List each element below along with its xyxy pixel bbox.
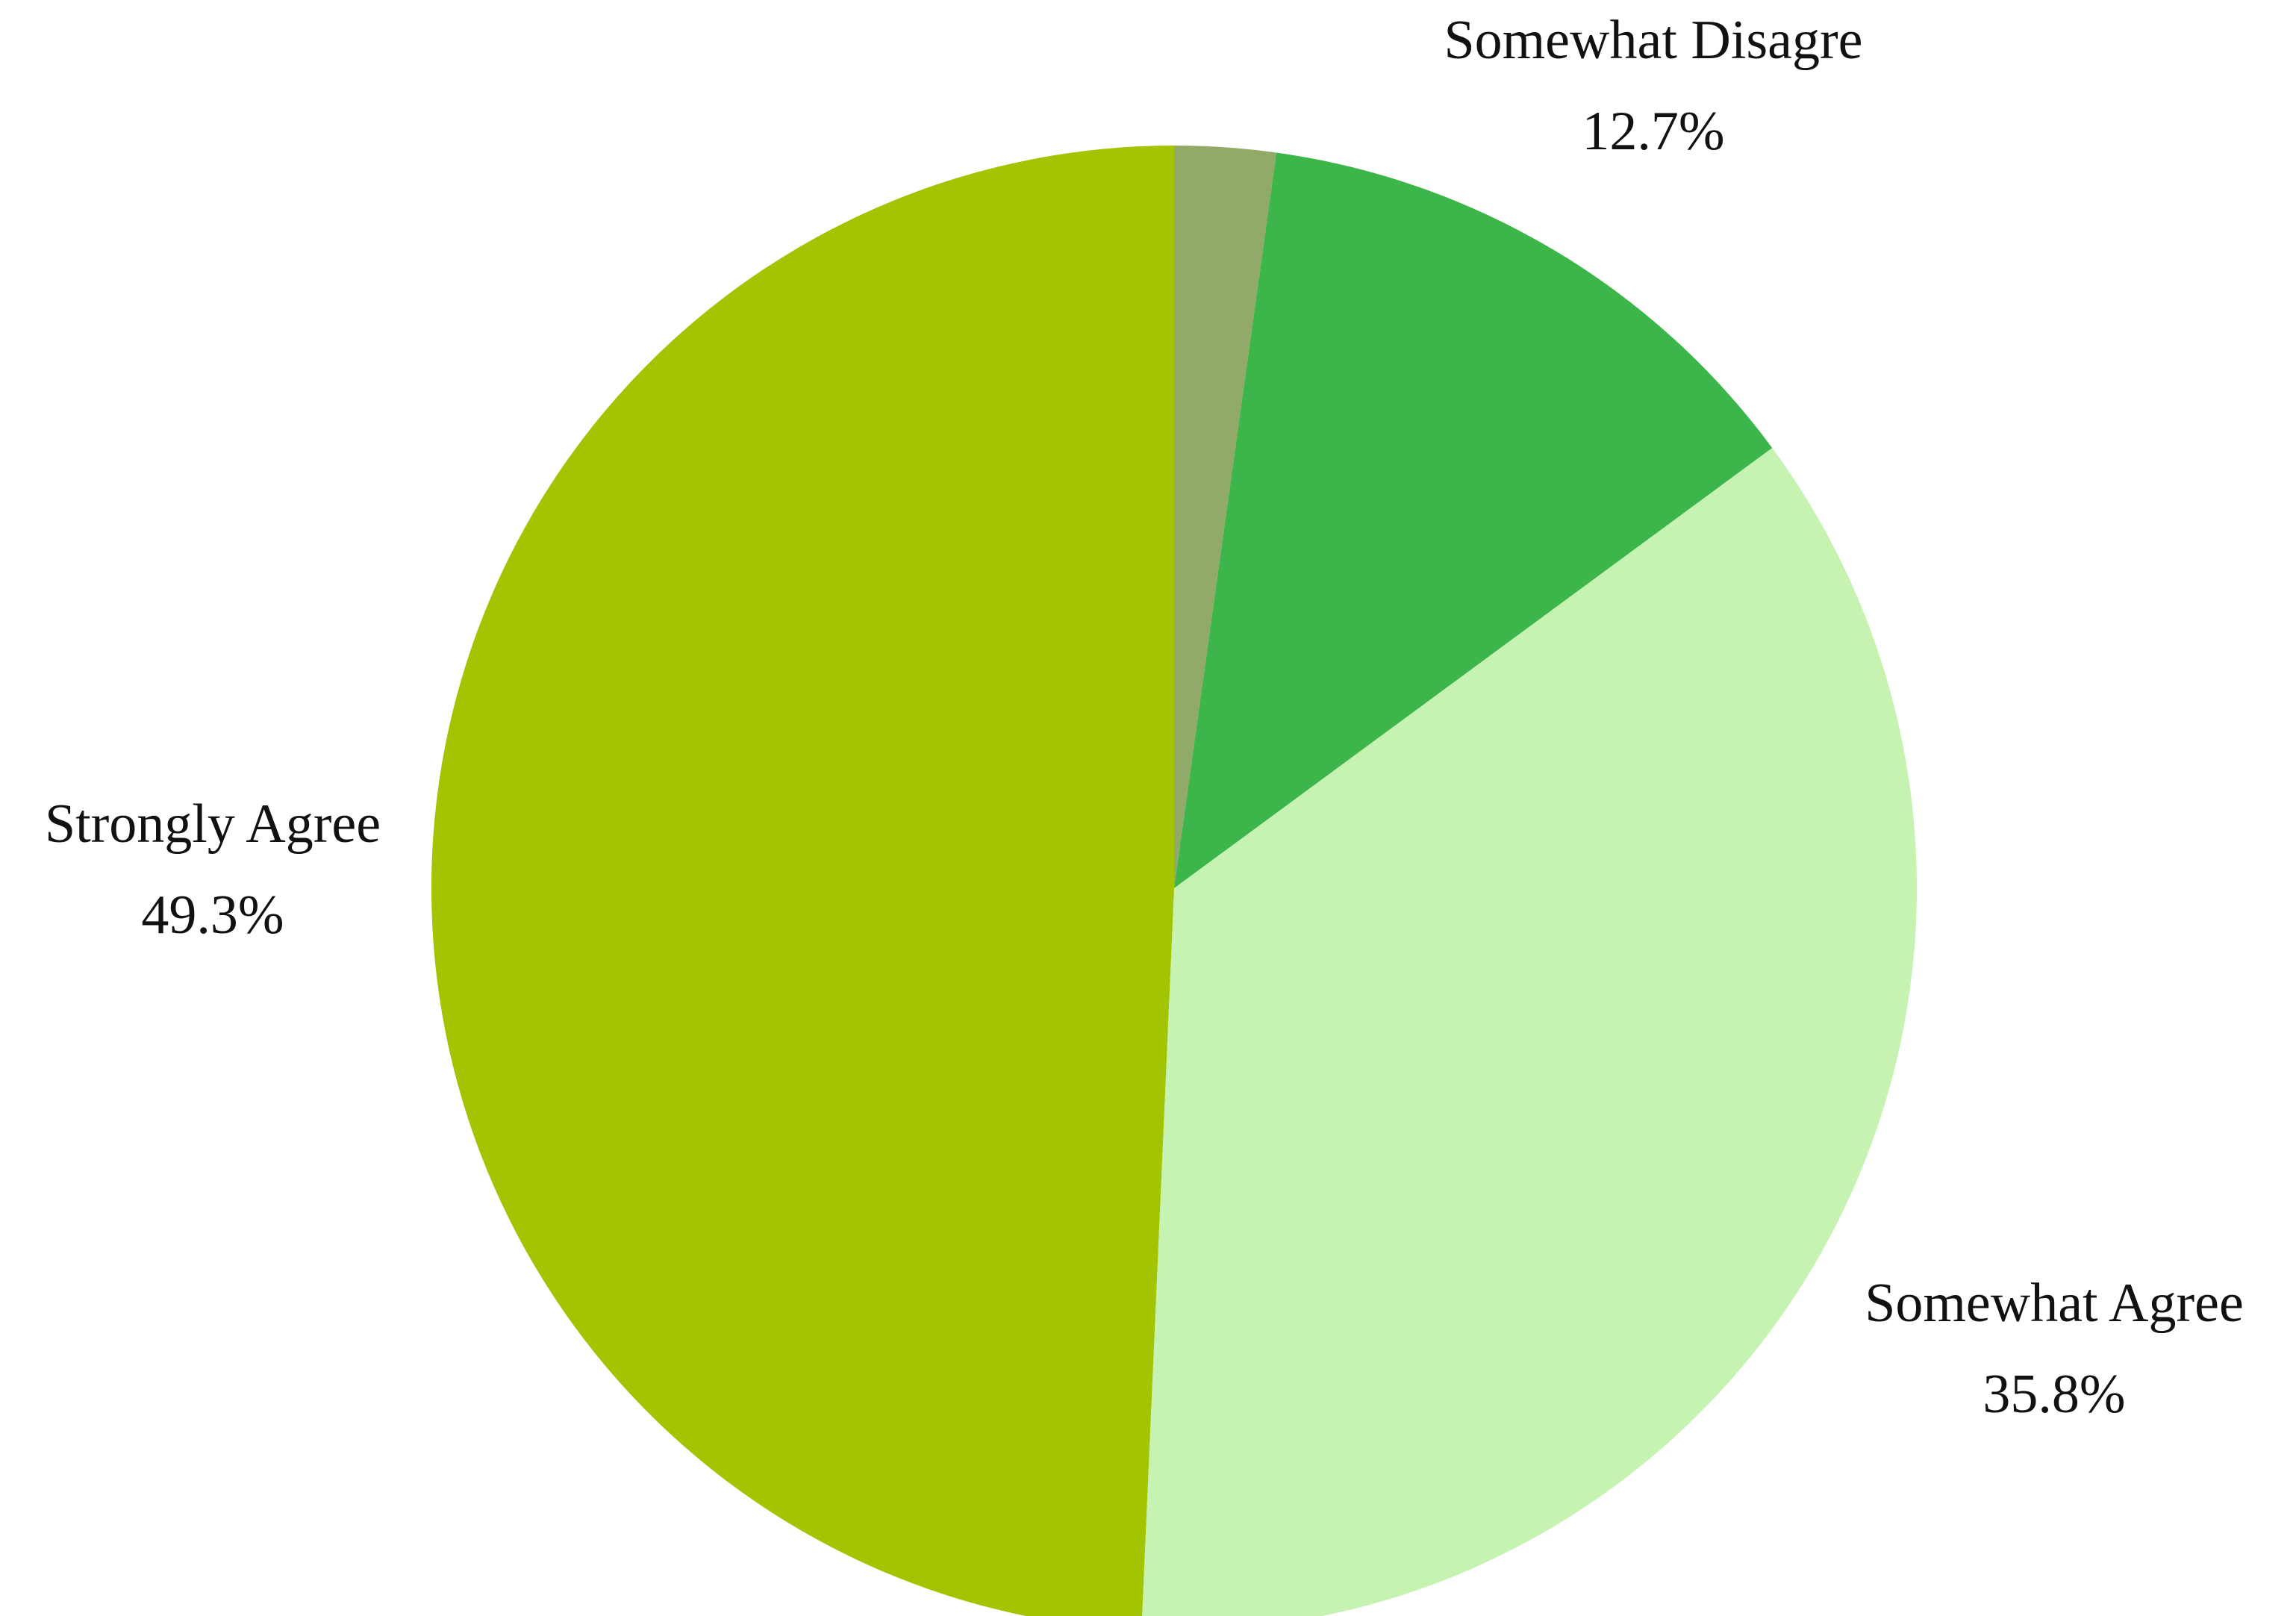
pie-slice-1 [1174, 145, 1277, 888]
pie-slices [431, 145, 1917, 1616]
pie-slice-3 [1142, 448, 1917, 1616]
value-label-strongly-agree: 49.3% [141, 885, 284, 946]
value-label-somewhat-agree: 35.8% [1983, 1364, 2125, 1425]
label-somewhat-agree: Somewhat Agree [1865, 1273, 2244, 1334]
label-group-somewhat-agree: Somewhat Agree 35.8% [1865, 1273, 2244, 1425]
label-somewhat-disagree: Somewhat Disagre [1444, 10, 1862, 71]
label-group-strongly-agree: Strongly Agree 49.3% [45, 793, 381, 946]
value-label-12-7: 12.7% [1582, 101, 1724, 162]
label-strongly-agree: Strongly Agree [45, 793, 381, 855]
pie-slice-4 [431, 146, 1174, 1616]
label-group-somewhat-disagree: Somewhat Disagre 12.7% [1444, 10, 1862, 162]
pie-slice-2 [1174, 152, 1773, 889]
